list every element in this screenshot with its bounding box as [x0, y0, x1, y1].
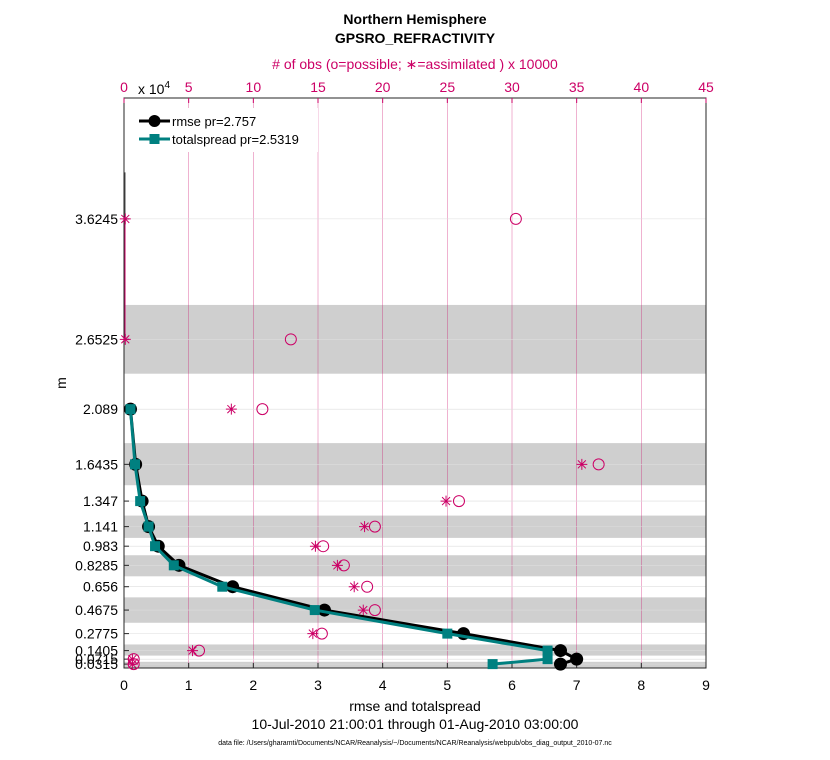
legend-box	[132, 108, 318, 152]
top-axis-exponent-base: x 10	[138, 81, 165, 97]
obs-assimilated-point-4	[357, 604, 369, 616]
obs-assimilated-point-11	[225, 403, 237, 415]
y-tick-label-9: 1.347	[83, 493, 118, 509]
top-tick-label-0: 0	[120, 79, 128, 95]
totalspread-point-7	[150, 541, 161, 552]
y-tick-label-12: 2.6525	[75, 331, 118, 347]
top-tick-label-5: 25	[440, 79, 456, 95]
obs-assimilated-point-7	[309, 540, 321, 552]
totalspread-point-8	[143, 521, 154, 532]
obs-possible-point-12	[284, 333, 297, 346]
top-axis-exponent: x 104	[138, 80, 170, 97]
y-tick-label-0: 0.0315	[75, 656, 118, 672]
top-tick-label-1: 5	[185, 79, 193, 95]
obs-assimilated-point-9	[440, 495, 452, 507]
legend: rmse pr=2.757 totalspread pr=2.5319	[132, 108, 318, 152]
y-tick-label-2: 0.1405	[75, 643, 118, 659]
obs-assimilated-point-2	[187, 645, 199, 657]
top-tick-label-3: 15	[310, 79, 326, 95]
obs-assimilated-point-3	[307, 628, 319, 640]
rmse-point-0	[554, 657, 567, 671]
top-tick-label-8: 40	[634, 79, 650, 95]
y-tick-label-6: 0.8285	[75, 557, 118, 573]
totalspread-point-2	[542, 645, 553, 656]
totalspread-point-9	[135, 496, 146, 507]
obs-assimilated-point-13	[119, 213, 131, 225]
x-tick-label-8: 8	[637, 677, 645, 693]
band-1	[124, 644, 706, 656]
x-tick-label-4: 4	[379, 677, 387, 693]
totalspread-point-1	[542, 654, 553, 665]
obs-assimilated-point-1	[126, 653, 138, 665]
y-tick-label-4: 0.4675	[75, 602, 118, 618]
y-tick-label-1: 0.0715	[75, 651, 118, 667]
top-tick-label-7: 35	[569, 79, 585, 95]
obs-possible-point-11	[256, 403, 269, 416]
top-tick-label-6: 30	[504, 79, 520, 95]
y-tick-label-10: 1.6435	[75, 456, 118, 472]
obs-assimilated-point-12	[119, 333, 131, 345]
top-tick-label-4: 20	[375, 79, 391, 95]
band-3	[124, 555, 706, 577]
x-tick-label-6: 6	[508, 677, 516, 693]
legend-spread-label: totalspread pr=2.5319	[172, 132, 299, 147]
horizontal-gridlines	[124, 218, 706, 665]
x-tick-label-0: 0	[120, 677, 128, 693]
totalspread-point-6	[168, 560, 179, 571]
legend-rmse-label: rmse pr=2.757	[172, 114, 256, 129]
totalspread-point-5	[217, 581, 228, 592]
x-tick-label-9: 9	[702, 677, 710, 693]
totalspread-point-10	[129, 459, 140, 470]
x-tick-label-1: 1	[185, 677, 193, 693]
x-axis-ticks: 0 1 2 3 4 5 6 7 8 9	[120, 663, 710, 693]
obs-assimilated-point-5	[348, 581, 360, 593]
x-tick-label-5: 5	[443, 677, 451, 693]
obs-possible-point-10	[592, 458, 605, 471]
totalspread-point-3	[442, 628, 453, 639]
band-0	[124, 661, 706, 668]
obs-possible-point-4	[368, 604, 381, 617]
top-axis-label: # of obs (o=possible; ∗=assimilated ) x …	[272, 56, 558, 72]
obs-possible-point-5	[361, 580, 374, 593]
x-axis-label: rmse and totalspread	[349, 698, 481, 714]
data-file-footnote: data file: /Users/gharamti/Documents/NCA…	[218, 740, 612, 747]
y-axis-label: m	[53, 377, 69, 389]
y-tick-label-3: 0.2775	[75, 626, 118, 642]
legend-rmse-marker	[148, 115, 161, 127]
y-tick-label-11: 2.089	[83, 401, 118, 417]
totalspread-point-0	[487, 659, 498, 670]
legend-spread-marker	[149, 134, 160, 144]
data-series	[123, 402, 584, 671]
top-tick-label-2: 10	[246, 79, 262, 95]
obs-assimilated-markers	[119, 213, 588, 670]
y-tick-label-7: 0.983	[83, 538, 118, 554]
top-tick-label-9: 45	[698, 79, 714, 95]
rmse-point-1	[570, 652, 584, 666]
chart-subtitle: GPSRO_REFRACTIVITY	[335, 30, 496, 46]
obs-assimilated-point-8	[359, 521, 371, 533]
totalspread-point-4	[309, 605, 320, 616]
chart-title: Northern Hemisphere	[343, 11, 486, 27]
y-tick-label-13: 3.6245	[75, 211, 118, 227]
top-axis-exponent-power: 4	[164, 80, 170, 91]
rmse-point-2	[554, 644, 567, 658]
date-range: 10-Jul-2010 21:00:01 through 01-Aug-2010…	[252, 716, 579, 732]
x-tick-label-7: 7	[573, 677, 581, 693]
y-tick-label-8: 1.141	[83, 519, 118, 535]
obs-assimilated-point-10	[576, 458, 588, 470]
obs-assimilated-point-6	[331, 559, 343, 571]
x-tick-label-2: 2	[249, 677, 257, 693]
totalspread-point-11	[125, 404, 136, 415]
plot-frame	[123, 97, 707, 669]
top-axis-ticks: 0 5 10 15 20 25 30 35 40 45	[120, 79, 714, 103]
x-tick-label-3: 3	[314, 677, 322, 693]
obs-possible-point-13	[509, 212, 522, 225]
y-tick-label-5: 0.656	[83, 579, 118, 595]
obs-possible-point-9	[452, 495, 465, 508]
